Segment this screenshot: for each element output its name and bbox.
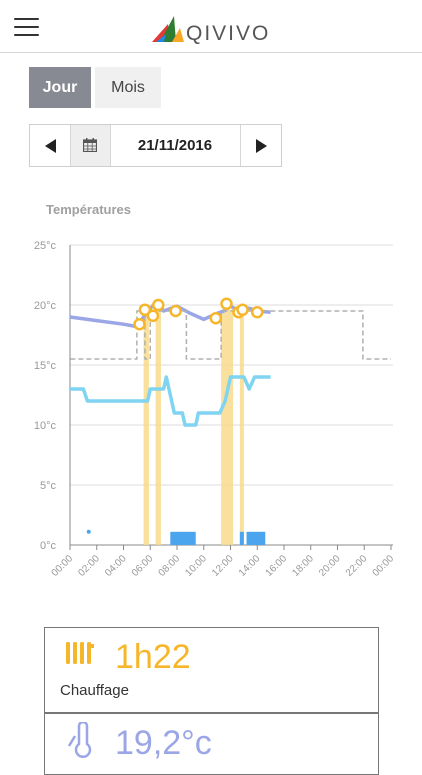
x-tick-label: 04:00 bbox=[103, 553, 129, 579]
x-tick-label: 12:00 bbox=[210, 553, 236, 579]
setpoint-change-marker bbox=[133, 317, 146, 331]
date-field[interactable]: 21/11/2016 bbox=[110, 125, 241, 166]
temperature-line bbox=[70, 375, 271, 427]
x-tick-label: 22:00 bbox=[344, 553, 370, 579]
setpoint-change-marker bbox=[236, 303, 249, 317]
tab-mois[interactable]: Mois bbox=[95, 67, 161, 108]
x-tick-label: 02:00 bbox=[76, 553, 102, 579]
setpoint-change-marker bbox=[146, 309, 160, 323]
calendar-icon bbox=[83, 138, 97, 152]
chart-title: Températures bbox=[46, 202, 132, 217]
setpoint-change-marker bbox=[209, 311, 223, 325]
setpoint-change-marker bbox=[152, 298, 165, 312]
heating-request-band bbox=[143, 309, 149, 545]
previous-day-button[interactable] bbox=[30, 125, 70, 166]
y-tick-label: 20°c bbox=[34, 300, 57, 312]
y-tick-label: 15°c bbox=[34, 360, 57, 372]
thermometer-icon bbox=[67, 722, 92, 758]
x-tick-label: 10:00 bbox=[183, 553, 209, 579]
heating-card[interactable]: 1h22 Chauffage bbox=[44, 627, 379, 713]
date-navigator: 21/11/2016 bbox=[29, 124, 282, 167]
y-tick-label: 0°c bbox=[40, 540, 57, 552]
x-tick-label: 06:00 bbox=[130, 553, 156, 579]
setpoint-change-marker bbox=[220, 297, 233, 311]
setpoint-line bbox=[69, 310, 391, 360]
heating-request-band bbox=[239, 309, 244, 545]
next-day-button[interactable] bbox=[241, 125, 281, 166]
temperature-chart: 0°c5°c10°c15°c20°c25°c00:00 02:00 04:00 06:… bbox=[34, 240, 397, 579]
y-tick-label: 10°c bbox=[34, 420, 57, 432]
setpoint-change-marker bbox=[138, 303, 152, 317]
top-bar: QIVIVO bbox=[0, 0, 422, 53]
heating-label: Chauffage bbox=[60, 682, 129, 699]
y-tick-label: 5°c bbox=[40, 480, 57, 492]
x-tick-label: 08:00 bbox=[157, 553, 183, 579]
heating-bar bbox=[239, 531, 244, 545]
x-tick-label: 00:00 bbox=[50, 553, 76, 579]
setpoint-change-marker bbox=[251, 305, 264, 319]
x-tick-label: 00:00 bbox=[371, 553, 397, 579]
x-tick-label: 14:00 bbox=[237, 553, 263, 579]
x-tick-label: 20:00 bbox=[317, 553, 343, 579]
y-tick-label: 25°c bbox=[34, 240, 57, 252]
presence-point bbox=[86, 529, 91, 534]
x-tick-label: 18:00 bbox=[290, 553, 316, 579]
heating-bar bbox=[246, 531, 266, 545]
heating-bar bbox=[170, 531, 196, 545]
heating-request-band bbox=[221, 309, 234, 545]
arrow-left-icon bbox=[45, 139, 56, 153]
setpoint-change-marker bbox=[169, 304, 182, 318]
logo-text: QIVIVO bbox=[186, 22, 271, 45]
logo: QIVIVO bbox=[150, 12, 280, 48]
heating-duration: 1h22 bbox=[115, 638, 191, 676]
calendar-button[interactable] bbox=[70, 125, 111, 166]
hamburger-icon[interactable] bbox=[14, 18, 39, 36]
tab-jour[interactable]: Jour bbox=[29, 67, 91, 108]
x-tick-label: 16:00 bbox=[264, 553, 290, 579]
radiator-icon bbox=[66, 642, 94, 664]
qivivo-logo-icon bbox=[152, 16, 184, 42]
temperature-card[interactable]: 19,2°c bbox=[44, 713, 379, 775]
average-temperature: 19,2°c bbox=[115, 724, 212, 762]
arrow-right-icon bbox=[256, 139, 267, 153]
heating-request-band bbox=[155, 309, 161, 545]
